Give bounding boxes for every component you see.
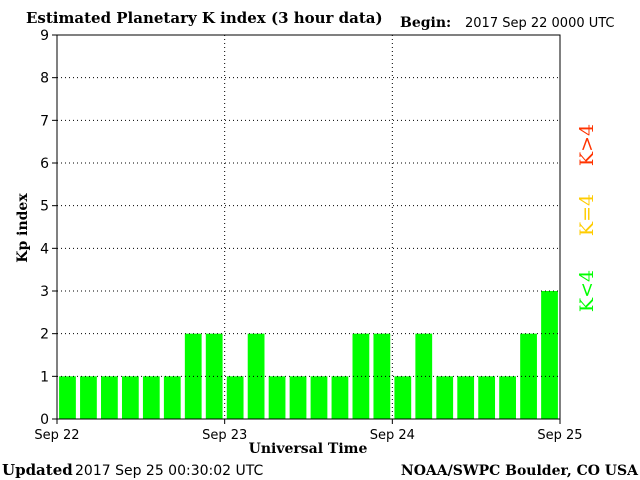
y-tick-label: 7 [40, 113, 49, 129]
bar [142, 376, 160, 419]
y-axis-label: Kp index [15, 193, 31, 263]
legend-mid: K=4 [576, 194, 598, 236]
legend-low: K<4 [576, 270, 598, 312]
bar [205, 333, 223, 419]
y-tick-label: 9 [40, 28, 49, 44]
grid-group [57, 35, 560, 419]
credit-text: NOAA/SWPC Boulder, CO USA [401, 463, 639, 479]
y-tick-label: 8 [40, 71, 49, 87]
y-tick-label: 3 [40, 284, 49, 300]
bar [101, 376, 118, 419]
plot-frame [56, 34, 561, 420]
bar [331, 376, 349, 419]
bar [268, 376, 286, 419]
x-tick-label: Sep 25 [537, 428, 582, 443]
x-tick-label: Sep 23 [202, 428, 247, 443]
bar [415, 333, 433, 419]
bar [541, 291, 558, 419]
updated-value: 2017 Sep 25 00:30:02 UTC [75, 463, 263, 479]
y-tick-label: 0 [40, 412, 49, 428]
bar [289, 376, 307, 419]
bars-group [59, 291, 558, 419]
y-ticks-group: 0 1 2 3 4 5 6 7 8 9 [40, 28, 57, 428]
x-ticks-group: Sep 22 Sep 23 Sep 24 Sep 25 [34, 419, 583, 443]
chart-title: Estimated Planetary K index (3 hour data… [26, 9, 383, 27]
bar [226, 376, 244, 419]
updated-label: Updated [2, 461, 73, 479]
bar [499, 376, 516, 419]
bar [394, 376, 412, 419]
bar [80, 376, 97, 419]
begin-value: 2017 Sep 22 0000 UTC [465, 16, 615, 31]
bar [352, 333, 370, 419]
bar [436, 376, 454, 419]
bar [247, 333, 265, 419]
x-tick-label: Sep 24 [370, 428, 415, 443]
y-tick-label: 1 [40, 369, 49, 385]
bar [121, 376, 139, 419]
x-tick-label: Sep 22 [34, 428, 79, 443]
bar [520, 333, 537, 419]
x-axis-label: Universal Time [249, 441, 368, 457]
y-tick-label: 5 [40, 199, 49, 215]
bar [163, 376, 181, 419]
y-tick-label: 4 [40, 241, 49, 257]
bar [59, 376, 76, 419]
bar [478, 376, 496, 419]
bar [457, 376, 475, 419]
legend-high: K>4 [576, 124, 598, 166]
y-tick-label: 6 [40, 156, 49, 172]
bar [310, 376, 328, 419]
begin-label: Begin: [400, 15, 451, 31]
y-tick-label: 2 [40, 327, 49, 343]
